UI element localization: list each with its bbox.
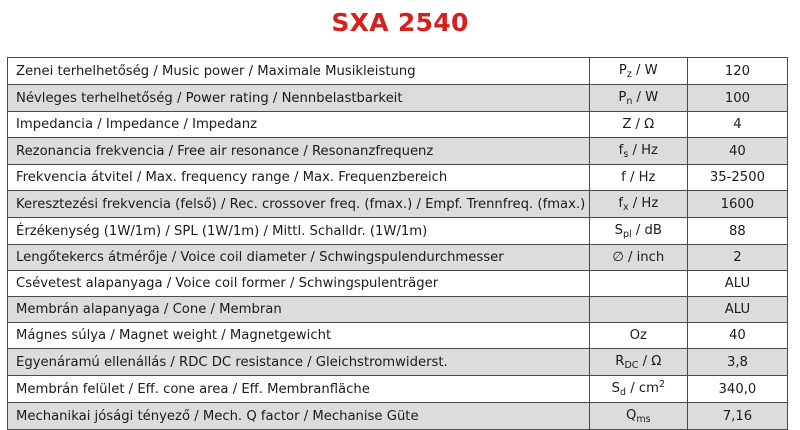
specifications-table: Zenei terhelhetőség / Music power / Maxi… (7, 57, 789, 430)
page-title-container: SXA 2540 (0, 8, 800, 37)
table-row: Membrán alapanyaga / Cone / Membran ALU (7, 296, 789, 323)
specifications-table-body: Zenei terhelhetőség / Music power / Maxi… (7, 57, 789, 430)
unit-symbol: Oz (629, 328, 647, 343)
unit-symbol: f (618, 143, 624, 158)
unit-cell: f / Hz (588, 164, 688, 191)
value-cell: ALU (686, 270, 789, 297)
unit-subscript: ms (636, 414, 651, 425)
unit-symbol: R (615, 354, 625, 369)
parameter-name-cell: Keresztezési frekvencia (felső) / Rec. c… (7, 190, 590, 218)
unit-cell: Z / Ω (588, 111, 688, 138)
value-cell: 3,8 (686, 348, 789, 376)
unit-cell: fs / Hz (588, 137, 688, 165)
unit-measure: / Hz (628, 196, 659, 211)
table-row: Membrán felület / Eff. cone area / Eff. … (7, 375, 789, 403)
unit-cell: fx / Hz (588, 190, 688, 218)
unit-cell: Pn / W (588, 84, 688, 112)
unit-superscript: 2 (658, 379, 665, 390)
unit-measure: / W (631, 63, 658, 78)
unit-cell: ∅ / inch (588, 244, 688, 271)
table-row: Rezonancia frekvencia / Free air resonan… (7, 137, 789, 165)
unit-subscript: x (622, 202, 629, 213)
unit-symbol: S (614, 223, 624, 238)
unit-subscript: pl (623, 229, 632, 240)
value-cell: 1600 (686, 190, 789, 218)
value-cell: 4 (686, 111, 789, 138)
unit-subscript: s (623, 149, 629, 160)
parameter-name-cell: Csévetest alapanyaga / Voice coil former… (7, 270, 590, 297)
value-cell: 7,16 (686, 402, 789, 430)
unit-cell: RDC / Ω (588, 348, 688, 376)
table-row: Keresztezési frekvencia (felső) / Rec. c… (7, 190, 789, 218)
unit-cell (588, 270, 688, 297)
parameter-name-cell: Rezonancia frekvencia / Free air resonan… (7, 137, 590, 165)
unit-symbol: f (618, 196, 623, 211)
parameter-name-cell: Névleges terhelhetőség / Power rating / … (7, 84, 590, 112)
unit-subscript: d (619, 387, 626, 398)
unit-subscript: z (626, 69, 632, 80)
unit-cell: Spl / dB (588, 217, 688, 245)
unit-symbol: f (621, 170, 626, 185)
table-row: Lengőtekercs átmérője / Voice coil diame… (7, 244, 789, 271)
unit-measure: / Ω (638, 354, 662, 369)
spec-sheet-page: SXA 2540 Zenei terhelhetőség / Music pow… (0, 8, 800, 430)
parameter-name-cell: Membrán alapanyaga / Cone / Membran (7, 296, 590, 323)
unit-symbol: S (611, 381, 620, 396)
unit-cell: Sd / cm2 (588, 375, 688, 403)
parameter-name-cell: Érzékenység (1W/1m) / SPL (1W/1m) / Mitt… (7, 217, 590, 245)
unit-measure: / Hz (628, 143, 658, 158)
unit-measure: / inch (623, 250, 665, 265)
unit-cell: Oz (588, 322, 688, 349)
value-cell: 2 (686, 244, 789, 271)
unit-cell: Pz / W (588, 57, 688, 85)
value-cell: 88 (686, 217, 789, 245)
table-row: Frekvencia átvitel / Max. frequency rang… (7, 164, 789, 191)
table-row: Zenei terhelhetőség / Music power / Maxi… (7, 57, 789, 85)
unit-measure: / W (632, 90, 659, 105)
parameter-name-cell: Mágnes súlya / Magnet weight / Magnetgew… (7, 322, 590, 349)
table-row: Mechanikai jósági tényező / Mech. Q fact… (7, 402, 789, 430)
parameter-name-cell: Frekvencia átvitel / Max. frequency rang… (7, 164, 590, 191)
value-cell: ALU (686, 296, 789, 323)
table-row: Egyenáramú ellenállás / RDC DC resistanc… (7, 348, 789, 376)
value-cell: 40 (686, 322, 789, 349)
unit-measure: / cm (626, 381, 659, 396)
table-row: Névleges terhelhetőség / Power rating / … (7, 84, 789, 112)
parameter-name-cell: Zenei terhelhetőség / Music power / Maxi… (7, 57, 590, 85)
value-cell: 100 (686, 84, 789, 112)
table-row: Érzékenység (1W/1m) / SPL (1W/1m) / Mitt… (7, 217, 789, 245)
unit-cell: Qms (588, 402, 688, 430)
unit-symbol: P (618, 63, 627, 78)
specifications-table-container: Zenei terhelhetőség / Music power / Maxi… (7, 57, 789, 430)
parameter-name-cell: Membrán felület / Eff. cone area / Eff. … (7, 375, 590, 403)
page-title: SXA 2540 (331, 8, 469, 37)
unit-subscript: DC (624, 360, 639, 371)
unit-symbol: Z (622, 117, 632, 132)
value-cell: 340,0 (686, 375, 789, 403)
unit-symbol: P (618, 90, 627, 105)
parameter-name-cell: Impedancia / Impedance / Impedanz (7, 111, 590, 138)
parameter-name-cell: Lengőtekercs átmérője / Voice coil diame… (7, 244, 590, 271)
parameter-name-cell: Mechanikai jósági tényező / Mech. Q fact… (7, 402, 590, 430)
unit-measure: / Hz (625, 170, 656, 185)
value-cell: 120 (686, 57, 789, 85)
unit-measure: / Ω (631, 117, 655, 132)
unit-symbol: ∅ (612, 250, 624, 265)
value-cell: 35-2500 (686, 164, 789, 191)
unit-cell (588, 296, 688, 323)
unit-subscript: n (626, 96, 633, 107)
unit-symbol: Q (625, 408, 637, 423)
table-row: Csévetest alapanyaga / Voice coil former… (7, 270, 789, 297)
value-cell: 40 (686, 137, 789, 165)
table-row: Mágnes súlya / Magnet weight / Magnetgew… (7, 322, 789, 349)
unit-measure: / dB (631, 223, 662, 238)
parameter-name-cell: Egyenáramú ellenállás / RDC DC resistanc… (7, 348, 590, 376)
